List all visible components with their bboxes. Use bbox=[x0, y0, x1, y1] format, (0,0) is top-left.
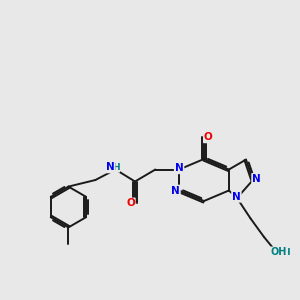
Text: N: N bbox=[171, 185, 180, 196]
Text: H: H bbox=[112, 163, 119, 172]
Text: N: N bbox=[106, 162, 115, 172]
Text: O: O bbox=[204, 132, 213, 142]
Text: OH: OH bbox=[271, 247, 287, 257]
Text: N: N bbox=[252, 174, 261, 184]
Text: H: H bbox=[282, 248, 290, 257]
Text: N: N bbox=[175, 163, 184, 173]
Text: O: O bbox=[126, 198, 135, 208]
Text: N: N bbox=[232, 192, 241, 202]
